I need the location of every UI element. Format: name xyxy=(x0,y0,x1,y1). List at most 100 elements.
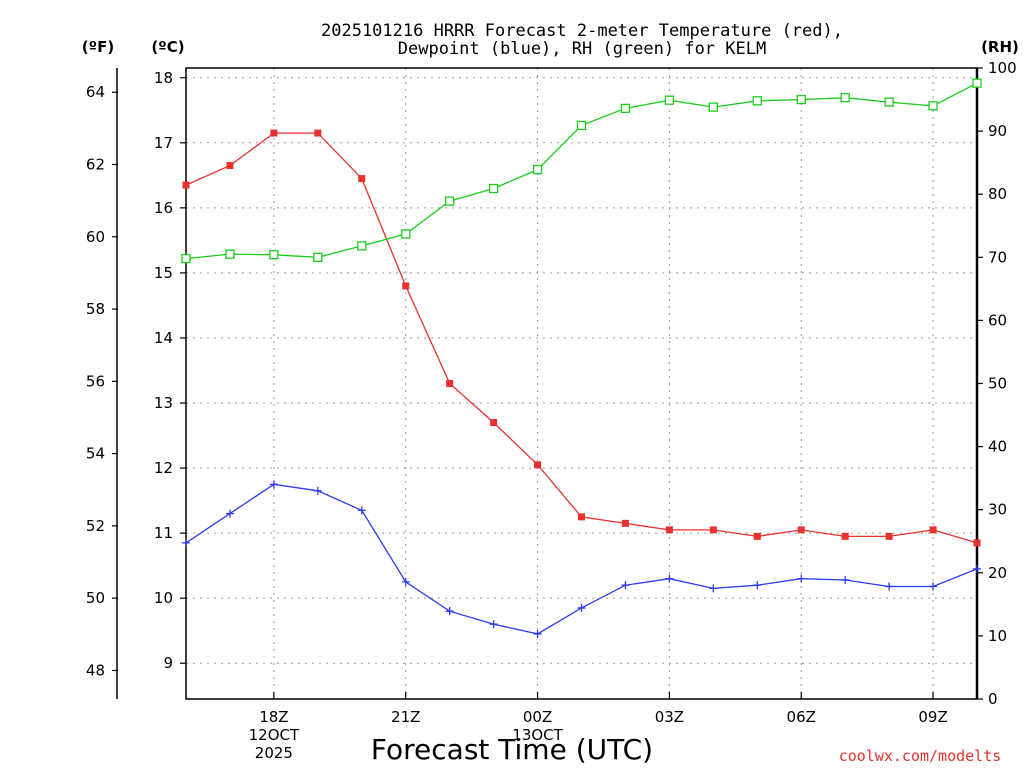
rh-point xyxy=(532,164,543,175)
celsius-tick-label: 15 xyxy=(154,264,173,282)
fahrenheit-tick-label: 52 xyxy=(86,517,105,535)
temperature-point xyxy=(929,526,937,534)
rh-point xyxy=(928,101,938,111)
rh-point xyxy=(445,196,455,206)
fahrenheit-tick-label: 64 xyxy=(86,83,105,101)
celsius-tick-label: 9 xyxy=(163,654,173,672)
temperature-point xyxy=(490,419,498,427)
rh-tick-label: 100 xyxy=(988,59,1017,77)
x-tick-label: 12OCT xyxy=(249,726,300,744)
rh-point xyxy=(576,120,587,131)
dewpoint-point xyxy=(709,584,718,593)
dewpoint-point xyxy=(841,575,850,584)
temperature-point xyxy=(797,526,805,534)
dewpoint-point xyxy=(357,506,366,515)
dewpoint-point xyxy=(929,582,938,591)
chart-title-line1: 2025101216 HRRR Forecast 2-meter Tempera… xyxy=(321,21,843,41)
rh-tick-label: 0 xyxy=(988,690,998,708)
axes: 9 10 11 12 13 14 15 16 17 18 48 50 52 54 56 58 60 62 64 0 10… xyxy=(86,59,1017,708)
dewpoint-point xyxy=(621,581,630,590)
fahrenheit-tick-label: 56 xyxy=(86,372,105,390)
temperature-point xyxy=(578,513,585,521)
x-tick-label: 21Z xyxy=(391,708,420,726)
temperature-point xyxy=(885,532,893,540)
fahrenheit-tick-label: 60 xyxy=(86,228,105,246)
rh-point xyxy=(664,95,675,105)
celsius-tick-label: 18 xyxy=(154,69,173,87)
rh-tick-label: 90 xyxy=(988,122,1007,140)
rh-tick-label: 10 xyxy=(988,627,1007,645)
dewpoint-point xyxy=(753,581,762,590)
rh-point xyxy=(620,103,631,114)
celsius-tick-label: 13 xyxy=(154,394,173,412)
rh-point xyxy=(313,252,323,262)
fahrenheit-unit-label: (ºF) xyxy=(82,38,114,56)
temperature-point xyxy=(621,519,629,527)
rh-point xyxy=(840,93,850,103)
dewpoint-point xyxy=(313,486,322,495)
dewpoint-point xyxy=(225,509,234,518)
x-tick-label: 18Z xyxy=(259,708,288,726)
x-tick-label: 09Z xyxy=(918,708,947,726)
temperature-point xyxy=(402,282,410,290)
celsius-tick-label: 11 xyxy=(154,524,173,542)
fahrenheit-tick-label: 50 xyxy=(86,589,105,607)
celsius-unit-label: (ºC) xyxy=(151,38,184,56)
temperature-point xyxy=(226,162,234,170)
fahrenheit-tick-label: 48 xyxy=(86,661,105,679)
rh-point xyxy=(884,97,894,107)
rh-tick-label: 30 xyxy=(988,501,1007,519)
fahrenheit-tick-label: 62 xyxy=(86,155,105,173)
rh-tick-label: 80 xyxy=(988,185,1007,203)
rh-point xyxy=(488,183,499,194)
rh-point xyxy=(225,249,235,259)
rh-tick-label: 70 xyxy=(988,248,1007,266)
dewpoint-point xyxy=(401,577,410,586)
rh-point xyxy=(357,241,367,251)
temperature-point xyxy=(841,532,849,540)
fahrenheit-tick-label: 54 xyxy=(86,445,105,463)
temperature-point xyxy=(314,129,322,137)
rh-point xyxy=(796,94,806,105)
dewpoint-point xyxy=(577,603,586,612)
dewpoint-point xyxy=(533,629,542,638)
rh-point xyxy=(181,253,191,264)
dewpoint-point xyxy=(797,574,806,583)
celsius-tick-label: 10 xyxy=(154,589,173,607)
x-axis-label: Forecast Time (UTC) xyxy=(371,733,653,766)
rh-tick-label: 60 xyxy=(988,311,1007,329)
rh-point xyxy=(708,102,718,112)
rh-tick-label: 20 xyxy=(988,564,1007,582)
temperature-point xyxy=(358,175,366,183)
x-tick-label: 13OCT xyxy=(512,726,563,744)
temperature-point xyxy=(973,539,981,547)
credit-text: coolwx.com/modelts xyxy=(839,747,1002,765)
celsius-tick-label: 12 xyxy=(154,459,173,477)
dewpoint-point xyxy=(269,480,278,489)
dewpoint-point xyxy=(973,564,981,573)
rh-point xyxy=(972,78,982,88)
rh-unit-label: (RH) xyxy=(981,38,1019,56)
x-tick-label: 06Z xyxy=(787,708,816,726)
rh-tick-label: 50 xyxy=(988,375,1007,393)
celsius-tick-label: 16 xyxy=(154,199,173,217)
dewpoint-point xyxy=(489,620,498,629)
temperature-point xyxy=(446,380,454,387)
series-layer xyxy=(181,78,982,638)
x-tick-label: 2025 xyxy=(255,744,293,762)
temperature-point xyxy=(270,129,278,137)
dewpoint-point xyxy=(885,582,894,591)
temperature-point xyxy=(534,461,542,469)
dewpoint-point xyxy=(665,574,674,583)
chart-title-line2: Dewpoint (blue), RH (green) for KELM xyxy=(398,39,766,59)
temperature-point xyxy=(182,181,190,189)
celsius-tick-label: 17 xyxy=(154,134,173,152)
rh-point xyxy=(269,250,279,260)
celsius-tick-label: 14 xyxy=(154,329,173,347)
x-tick-label: 00Z xyxy=(523,708,552,726)
rh-tick-label: 40 xyxy=(988,438,1007,456)
x-tick-label: 03Z xyxy=(655,708,684,726)
temperature-point xyxy=(665,526,673,534)
